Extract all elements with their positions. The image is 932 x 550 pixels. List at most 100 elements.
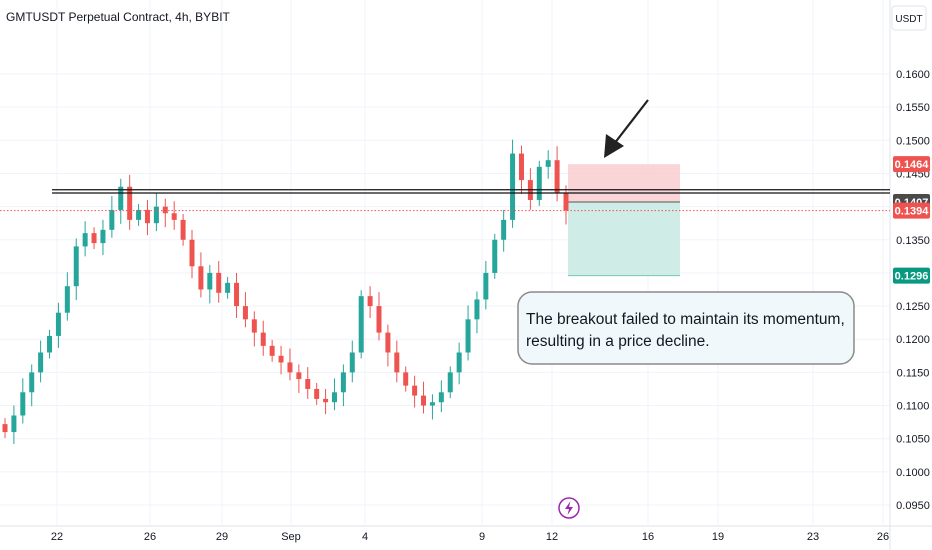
position-zones xyxy=(568,164,680,277)
candle-body xyxy=(260,332,266,346)
candle-body xyxy=(340,372,346,393)
candle-body xyxy=(358,296,364,353)
candle-body xyxy=(225,282,231,293)
candle-body xyxy=(447,372,453,393)
x-tick-label: 26 xyxy=(144,531,156,543)
candle-body xyxy=(429,402,435,406)
candle-body xyxy=(305,379,311,389)
y-tick-label: 0.1550 xyxy=(896,102,930,114)
price-axis[interactable]: 0.0950 0.1000 0.1050 0.1100 0.1150 0.1200 0.12… xyxy=(896,69,930,512)
candle-body xyxy=(189,239,195,267)
candle-body xyxy=(501,219,507,240)
arrow-shaft xyxy=(613,99,649,145)
candle-body xyxy=(180,219,186,240)
candle-body xyxy=(171,213,177,220)
candle-body xyxy=(331,392,337,403)
y-tick-label: 0.1200 xyxy=(896,334,930,346)
candle-body xyxy=(394,352,400,373)
candle-body xyxy=(563,193,569,211)
candle-body xyxy=(296,372,302,380)
currency-button[interactable]: USDT xyxy=(891,5,927,31)
candle-body xyxy=(207,272,213,290)
candle-body xyxy=(91,233,97,244)
candle-body xyxy=(323,398,329,403)
candle-body xyxy=(144,209,150,224)
candle-body xyxy=(153,206,159,224)
candle-body xyxy=(20,392,26,416)
price-badge-bg xyxy=(893,267,930,284)
take-profit-zone xyxy=(568,201,680,276)
candle-body xyxy=(198,266,204,290)
y-tick-label: 0.1350 xyxy=(896,235,930,247)
candle-body xyxy=(38,352,44,373)
y-tick-label: 0.1600 xyxy=(896,69,930,81)
arrow-annotation xyxy=(604,99,649,158)
candle-body xyxy=(474,299,480,320)
currency-label: USDT xyxy=(895,14,922,25)
candle-body xyxy=(118,186,124,210)
x-tick-label: 26 xyxy=(877,531,889,543)
candles xyxy=(2,139,569,444)
y-tick-label: 0.1500 xyxy=(896,135,930,147)
candle-body xyxy=(545,160,551,167)
candle-body xyxy=(510,153,516,220)
candle-body xyxy=(2,424,8,433)
price-badge-label: 0.1394 xyxy=(895,206,930,218)
candle-body xyxy=(314,388,320,399)
y-tick-label: 0.1100 xyxy=(897,401,930,413)
symbol-title: GMTUSDT Perpetual Contract, 4h, BYBIT xyxy=(6,10,231,24)
price-badge: 0.1296 xyxy=(893,267,930,284)
candle-body xyxy=(162,206,168,214)
candle-body xyxy=(29,372,35,393)
y-tick-label: 0.1000 xyxy=(896,467,930,479)
arrow-head xyxy=(604,134,624,158)
candle-body xyxy=(109,209,115,230)
candle-body xyxy=(100,229,106,244)
x-tick-label: 4 xyxy=(362,531,368,543)
time-axis[interactable]: 22 26 29 Sep 4 9 12 16 19 23 26 xyxy=(51,531,889,543)
annotation-line-2: resulting in a price decline. xyxy=(526,333,710,350)
y-tick-label: 0.0950 xyxy=(896,500,930,512)
annotation-callout[interactable]: The breakout failed to maintain its mome… xyxy=(517,291,855,365)
candle-body xyxy=(234,282,240,307)
y-tick-label: 0.1150 xyxy=(897,367,930,379)
y-tick-label: 0.1250 xyxy=(896,301,930,313)
candle-body xyxy=(438,392,444,403)
horizontal-levels xyxy=(0,189,890,212)
x-tick-label: 12 xyxy=(546,531,558,543)
lightning-bolt-icon[interactable] xyxy=(558,497,580,519)
y-tick-label: 0.1050 xyxy=(896,434,930,446)
candle-body xyxy=(349,352,355,373)
x-tick-label: 23 xyxy=(807,531,819,543)
candle-body xyxy=(11,415,17,433)
candle-body xyxy=(64,286,70,313)
candle-body xyxy=(492,239,498,273)
candle-body xyxy=(73,246,79,287)
price-badge-label: 0.1296 xyxy=(895,271,929,283)
price-badge-bg xyxy=(893,156,930,173)
price-badge: 0.1394 xyxy=(893,202,930,219)
candle-body xyxy=(456,352,462,373)
candle-body xyxy=(278,355,284,363)
x-tick-label: 29 xyxy=(216,531,228,543)
candle-body xyxy=(251,319,257,333)
x-tick-label: 16 xyxy=(642,531,654,543)
candle-body xyxy=(412,385,418,396)
price-badge-label: 0.1464 xyxy=(895,159,930,171)
candle-body xyxy=(55,312,61,336)
candle-body xyxy=(518,153,524,181)
price-badge-bg xyxy=(893,202,930,219)
x-tick-label: 19 xyxy=(712,531,724,543)
candle-body xyxy=(536,166,542,200)
candle-body xyxy=(216,272,222,293)
candle-body xyxy=(269,345,275,356)
candle-body xyxy=(483,272,489,300)
candle-body xyxy=(47,335,53,353)
candle-body xyxy=(242,306,248,320)
stop-loss-zone xyxy=(568,164,680,202)
candle-body xyxy=(367,296,373,307)
candle-body xyxy=(385,332,391,353)
